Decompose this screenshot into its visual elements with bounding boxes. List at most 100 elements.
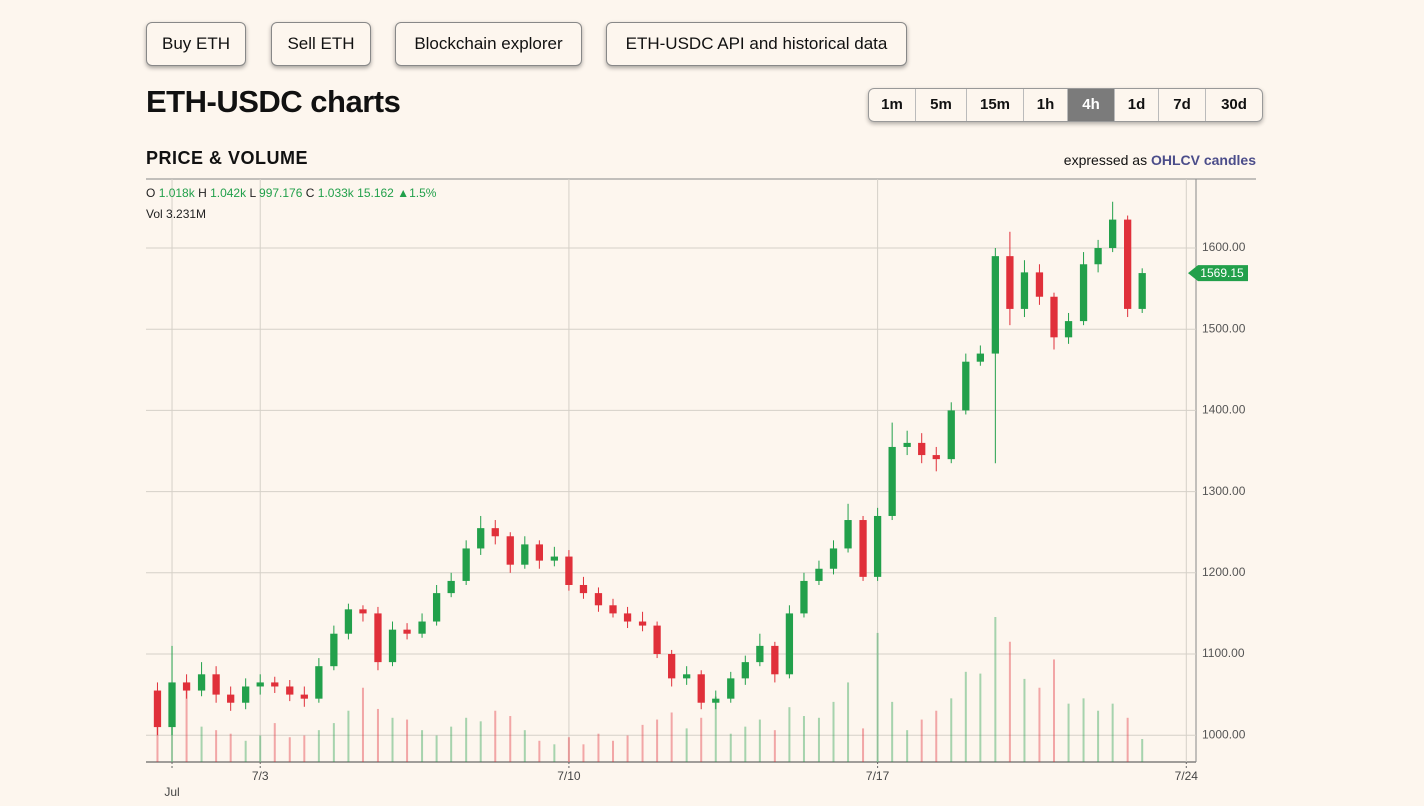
volume-bar — [656, 719, 659, 762]
candle-body — [521, 544, 529, 565]
legend-key: Vol — [146, 207, 163, 221]
candle-body — [873, 515, 882, 577]
candle-body — [1079, 264, 1088, 322]
candle-body — [785, 613, 794, 675]
x-tick-label: Jul — [164, 785, 179, 799]
volume-bar — [876, 632, 879, 762]
volume-bar — [920, 719, 923, 762]
candle-body — [623, 613, 632, 622]
volume-bar — [421, 730, 424, 762]
timeframe-button[interactable]: 4h — [1068, 89, 1115, 121]
volume-bar — [1141, 739, 1144, 762]
timeframe-button[interactable]: 1d — [1115, 89, 1159, 121]
nav-button[interactable]: Buy ETH — [146, 22, 246, 66]
volume-bar — [862, 728, 865, 762]
volume-bar — [1038, 687, 1041, 762]
timeframe-button[interactable]: 1h — [1024, 89, 1068, 121]
volume-bar — [465, 717, 468, 762]
y-tick-label: 1400.00 — [1202, 403, 1246, 417]
volume-bar — [450, 726, 453, 762]
candle-body — [815, 568, 823, 581]
candle-body — [447, 580, 455, 594]
x-tick-label: 7/3 — [252, 769, 269, 783]
candle-body — [683, 674, 691, 679]
x-tick-label: 7/24 — [1175, 769, 1199, 783]
volume-legend: Vol 3.231M — [146, 207, 206, 221]
nav-button[interactable]: ETH-USDC API and historical data — [606, 22, 907, 66]
timeframe-selector: 1m 5m 15m 1h 4h 1d 7d 30d — [868, 88, 1263, 122]
note-link[interactable]: OHLCV candles — [1150, 152, 1256, 168]
candle-body — [594, 593, 603, 606]
y-tick-label: 1300.00 — [1202, 484, 1246, 498]
volume-bar — [612, 740, 615, 762]
candle-body — [1094, 248, 1102, 265]
candle-body — [609, 605, 617, 614]
volume-bar — [1097, 710, 1100, 762]
volume-bar — [729, 733, 732, 762]
candle-body — [653, 625, 661, 655]
volume-bar — [744, 726, 747, 762]
volume-bar — [553, 744, 556, 762]
candle-body — [403, 629, 411, 634]
nav-button[interactable]: Sell ETH — [271, 22, 371, 66]
candle-body — [844, 520, 852, 549]
volume-bar — [244, 740, 247, 762]
candle-body — [771, 645, 779, 675]
timeframe-button[interactable]: 5m — [916, 89, 967, 121]
timeframe-button[interactable]: 1m — [869, 89, 916, 121]
volume-bar — [171, 724, 174, 762]
candle-body — [271, 682, 279, 687]
volume-bar — [273, 723, 276, 762]
candle-body — [800, 580, 808, 614]
candle-body — [741, 662, 749, 679]
volume-bar — [670, 712, 673, 762]
legend-key: L — [249, 186, 256, 200]
volume-bar — [1053, 659, 1056, 762]
candle-body — [168, 682, 176, 728]
volume-bar — [685, 728, 688, 762]
ohlc-legend: O 1.018k H 1.042k L 997.176 C 1.033k 15.… — [146, 186, 437, 200]
legend-change-pct: ▲1.5% — [397, 186, 437, 200]
candle-body — [918, 442, 926, 456]
candle-body — [315, 666, 323, 699]
candle-body — [638, 621, 647, 626]
volume-bar — [538, 740, 541, 762]
candle-body — [579, 584, 588, 594]
candle-body — [344, 609, 353, 634]
volume-bar — [1067, 703, 1070, 762]
candle-body — [359, 609, 367, 614]
volume-bar — [964, 671, 967, 762]
legend-value: 1.042k — [210, 186, 247, 200]
timeframe-button[interactable]: 7d — [1159, 89, 1206, 121]
y-tick-label: 1500.00 — [1202, 321, 1246, 335]
candle-body — [756, 645, 764, 663]
timeframe-button[interactable]: 15m — [967, 89, 1024, 121]
candle-body — [712, 698, 720, 703]
volume-bar — [229, 733, 232, 762]
nav-button[interactable]: Blockchain explorer — [395, 22, 582, 66]
volume-bar — [391, 717, 394, 762]
candle-body — [462, 548, 470, 581]
candle-body — [374, 613, 382, 663]
candle-body — [432, 593, 441, 622]
candle-body — [976, 353, 984, 362]
volume-bar — [332, 723, 335, 762]
volume-bar — [288, 737, 291, 762]
candle-body — [1138, 273, 1146, 309]
y-tick-label: 1600.00 — [1202, 240, 1246, 254]
candle-body — [242, 686, 250, 703]
volume-bar — [567, 737, 570, 762]
volume-bar — [376, 708, 379, 762]
volume-bar — [494, 710, 497, 762]
candle-body — [859, 520, 867, 577]
candle-body — [565, 556, 573, 585]
volume-bar — [891, 701, 894, 762]
candle-body — [932, 455, 940, 460]
candle-body — [256, 682, 264, 687]
volume-bar — [979, 673, 982, 762]
timeframe-button[interactable]: 30d — [1221, 96, 1247, 113]
volume-bar — [626, 735, 629, 762]
legend-value: 1.033k — [318, 186, 355, 200]
